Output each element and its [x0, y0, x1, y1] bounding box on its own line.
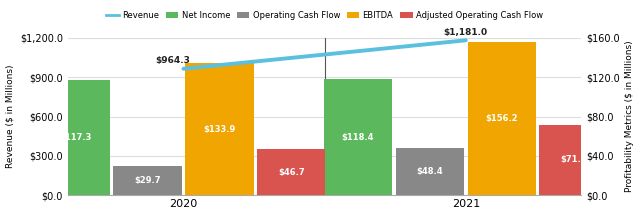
Bar	[185, 63, 253, 195]
Text: $46.7: $46.7	[278, 168, 305, 177]
Bar	[42, 80, 110, 195]
Bar	[257, 149, 325, 195]
Y-axis label: Revenue ($ in Millions): Revenue ($ in Millions)	[6, 65, 15, 168]
Bar	[540, 124, 608, 195]
Text: $156.2: $156.2	[485, 114, 518, 123]
Legend: Revenue, Net Income, Operating Cash Flow, EBITDA, Adjusted Operating Cash Flow: Revenue, Net Income, Operating Cash Flow…	[103, 7, 547, 23]
Text: $48.4: $48.4	[417, 167, 443, 176]
Text: $964.3: $964.3	[156, 56, 191, 65]
Text: $1,181.0: $1,181.0	[444, 28, 488, 37]
Text: $29.7: $29.7	[134, 176, 161, 185]
Bar	[396, 148, 464, 195]
Bar	[324, 79, 392, 195]
Text: $133.9: $133.9	[204, 125, 236, 134]
Bar	[113, 166, 182, 195]
Text: $71.9: $71.9	[561, 155, 587, 164]
Y-axis label: Profitability Metrics ($ in Millions): Profitability Metrics ($ in Millions)	[625, 41, 634, 192]
Text: $117.3: $117.3	[60, 133, 92, 142]
Text: $118.4: $118.4	[342, 132, 374, 141]
Bar	[468, 41, 536, 195]
